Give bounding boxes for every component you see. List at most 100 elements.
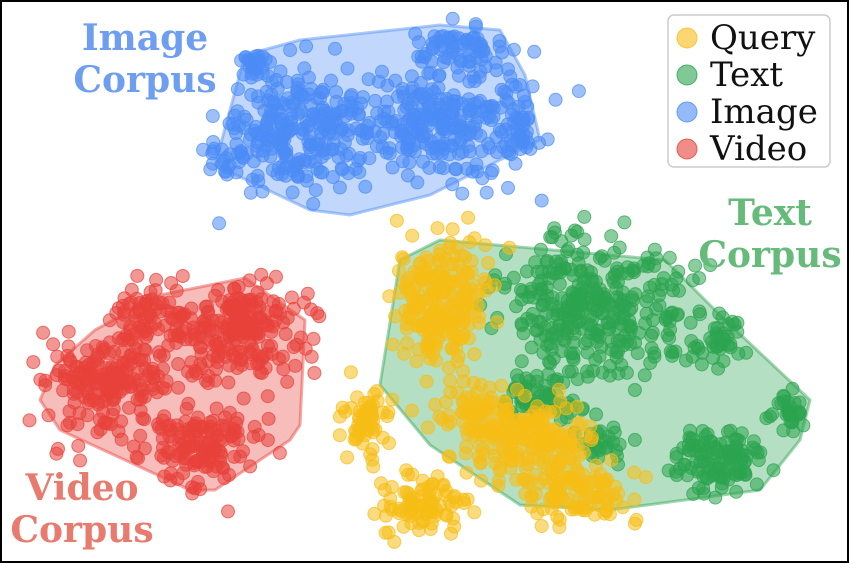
point-video — [284, 290, 299, 305]
point-query — [553, 394, 568, 409]
point-image — [264, 141, 279, 156]
point-text — [703, 258, 718, 273]
point-query — [467, 505, 482, 520]
point-image — [467, 74, 482, 89]
point-query — [458, 446, 473, 461]
legend-label-query: Query — [710, 18, 816, 58]
annotation-line: Video — [24, 467, 138, 509]
point-image — [446, 98, 461, 113]
point-query — [446, 248, 461, 263]
point-text — [765, 407, 780, 422]
point-video — [60, 418, 75, 433]
point-query — [564, 436, 579, 451]
point-text — [716, 354, 731, 369]
point-query — [435, 412, 450, 427]
point-image — [358, 179, 373, 194]
point-query — [383, 499, 398, 514]
point-text — [691, 439, 706, 454]
point-query — [548, 481, 563, 496]
point-video — [132, 373, 147, 388]
point-text — [564, 309, 579, 324]
point-query — [385, 337, 400, 352]
point-text — [670, 308, 685, 323]
point-video — [164, 310, 179, 325]
point-image — [274, 167, 289, 182]
point-video — [227, 281, 242, 296]
point-query — [445, 222, 460, 237]
point-image — [283, 107, 298, 122]
point-video — [61, 339, 76, 354]
point-text — [732, 433, 747, 448]
point-video — [276, 362, 291, 377]
point-query — [459, 465, 474, 480]
point-video — [73, 453, 88, 468]
point-text — [731, 346, 746, 361]
point-query — [369, 384, 384, 399]
point-image — [497, 84, 512, 99]
point-query — [367, 506, 382, 521]
point-query — [472, 315, 486, 330]
point-image — [432, 131, 446, 146]
point-text — [637, 368, 652, 383]
point-query — [523, 474, 538, 489]
point-image — [359, 126, 374, 141]
point-query — [428, 302, 442, 317]
point-video — [109, 366, 124, 381]
point-image — [571, 84, 586, 99]
point-query — [538, 424, 553, 439]
point-query — [599, 503, 614, 518]
point-text — [766, 463, 781, 478]
point-video — [243, 459, 258, 474]
point-text — [644, 341, 659, 356]
point-image — [252, 54, 267, 69]
point-query — [560, 492, 575, 507]
annotation-line: Corpus — [698, 234, 841, 276]
point-image — [368, 93, 383, 108]
point-query — [534, 519, 549, 533]
point-text — [677, 457, 692, 472]
point-query — [389, 213, 404, 228]
point-video — [221, 375, 236, 390]
point-text — [706, 339, 721, 354]
point-video — [52, 363, 66, 378]
point-text — [560, 321, 575, 336]
point-text — [679, 353, 693, 368]
point-image — [449, 47, 464, 62]
point-video — [220, 318, 235, 333]
point-image — [466, 120, 481, 134]
point-image — [340, 61, 355, 76]
point-video — [143, 285, 158, 300]
point-image — [395, 82, 410, 96]
point-query — [482, 425, 497, 440]
point-text — [514, 354, 529, 369]
point-query — [529, 486, 544, 501]
point-text — [704, 434, 719, 449]
point-query — [574, 416, 588, 431]
point-image — [377, 111, 392, 126]
point-video — [185, 480, 200, 495]
legend-marker-text — [676, 64, 698, 86]
point-text — [533, 242, 548, 257]
point-query — [426, 281, 440, 296]
point-video — [208, 288, 223, 303]
point-video — [254, 366, 269, 380]
point-image — [479, 100, 494, 114]
point-query — [409, 354, 424, 369]
point-video — [254, 267, 269, 282]
point-image — [413, 86, 428, 101]
point-image — [285, 95, 300, 109]
point-text — [791, 407, 806, 422]
point-image — [379, 145, 394, 160]
point-text — [588, 352, 603, 367]
point-text — [620, 334, 635, 349]
point-text — [610, 261, 624, 276]
point-video — [213, 445, 228, 460]
point-query — [567, 502, 582, 517]
point-text — [630, 346, 645, 361]
point-text — [535, 298, 550, 313]
point-image — [455, 144, 470, 159]
point-query — [527, 405, 542, 420]
point-text — [639, 306, 654, 321]
